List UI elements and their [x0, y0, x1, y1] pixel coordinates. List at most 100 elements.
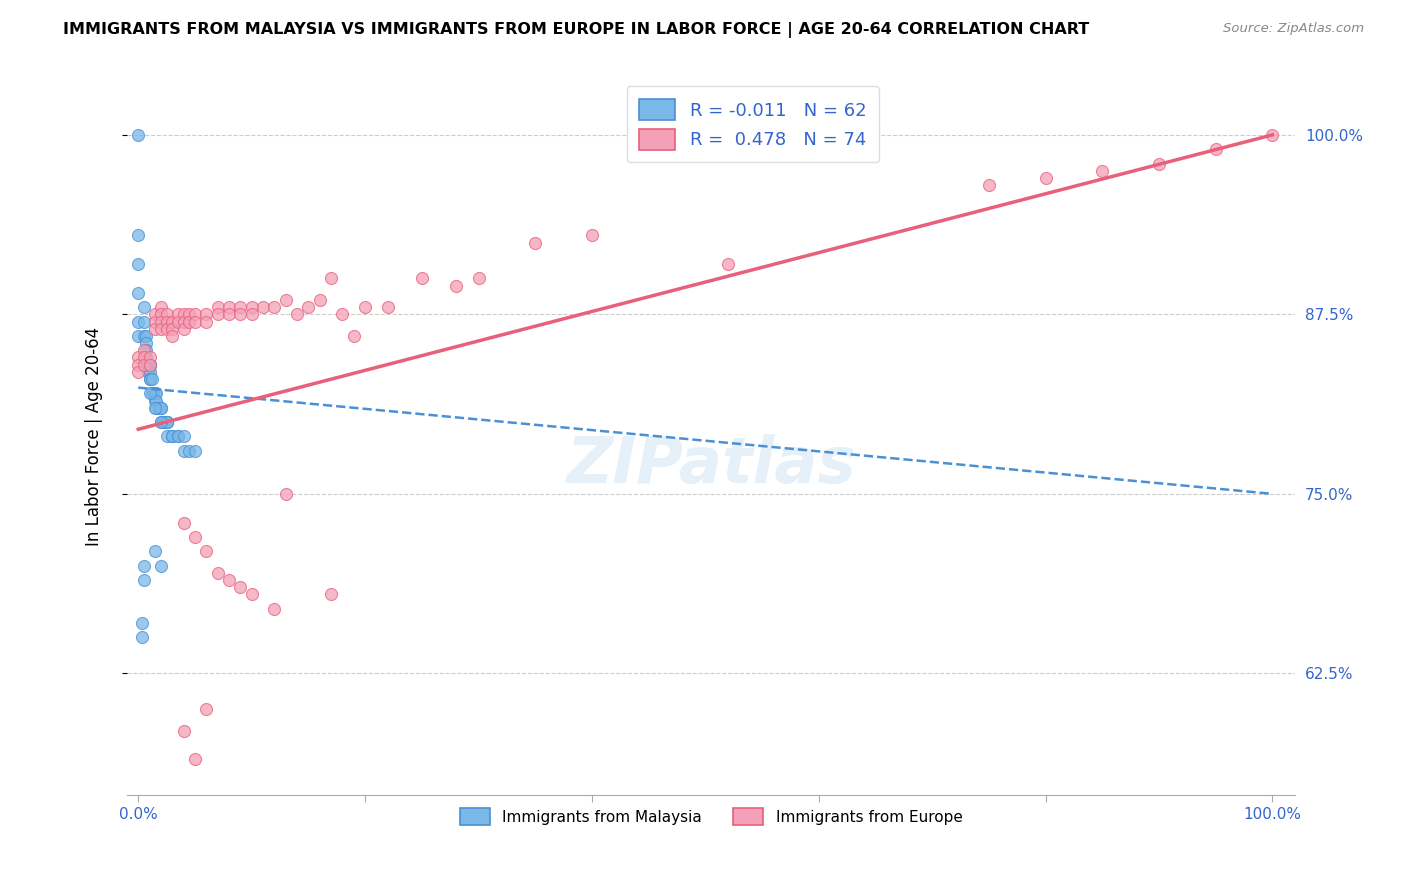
- Point: [143, 544, 166, 558]
- Point: [1035, 170, 1057, 185]
- Point: [179, 314, 201, 328]
- Point: [229, 580, 252, 594]
- Point: [138, 351, 160, 365]
- Point: [218, 300, 240, 314]
- Point: [1091, 163, 1114, 178]
- Point: [136, 358, 159, 372]
- Point: [162, 314, 184, 328]
- Point: [167, 429, 190, 443]
- Point: [411, 271, 433, 285]
- Point: [240, 587, 263, 601]
- Point: [173, 516, 195, 530]
- Point: [1205, 142, 1227, 156]
- Point: [132, 300, 155, 314]
- Point: [132, 314, 155, 328]
- Point: [136, 358, 159, 372]
- Point: [149, 322, 172, 336]
- Point: [143, 307, 166, 321]
- Point: [127, 329, 149, 343]
- Point: [148, 401, 170, 415]
- Point: [274, 293, 297, 307]
- Point: [127, 257, 149, 271]
- Point: [149, 558, 172, 573]
- Point: [149, 300, 172, 314]
- Point: [131, 631, 153, 645]
- Point: [135, 351, 157, 365]
- Point: [143, 401, 166, 415]
- Point: [581, 228, 603, 243]
- Point: [149, 415, 172, 429]
- Point: [138, 358, 160, 372]
- Point: [179, 307, 201, 321]
- Point: [167, 314, 190, 328]
- Point: [155, 307, 177, 321]
- Point: [127, 365, 149, 379]
- Point: [138, 365, 160, 379]
- Point: [207, 307, 229, 321]
- Legend: Immigrants from Malaysia, Immigrants from Europe: Immigrants from Malaysia, Immigrants fro…: [450, 798, 972, 834]
- Point: [173, 429, 195, 443]
- Point: [977, 178, 1000, 193]
- Point: [127, 128, 149, 142]
- Point: [148, 401, 170, 415]
- Point: [149, 314, 172, 328]
- Point: [354, 300, 377, 314]
- Point: [132, 358, 155, 372]
- Point: [184, 307, 207, 321]
- Point: [127, 228, 149, 243]
- Point: [132, 329, 155, 343]
- Point: [162, 429, 184, 443]
- Point: [138, 358, 160, 372]
- Point: [143, 322, 166, 336]
- Point: [155, 415, 177, 429]
- Point: [155, 429, 177, 443]
- Point: [444, 278, 467, 293]
- Point: [524, 235, 547, 250]
- Point: [252, 300, 274, 314]
- Point: [131, 616, 153, 631]
- Point: [195, 314, 218, 328]
- Point: [155, 415, 177, 429]
- Point: [155, 322, 177, 336]
- Point: [127, 351, 149, 365]
- Point: [207, 566, 229, 580]
- Point: [195, 544, 218, 558]
- Point: [184, 530, 207, 544]
- Point: [138, 365, 160, 379]
- Point: [195, 702, 218, 716]
- Point: [149, 401, 172, 415]
- Point: [149, 415, 172, 429]
- Point: [218, 307, 240, 321]
- Point: [207, 300, 229, 314]
- Point: [135, 343, 157, 358]
- Point: [145, 393, 167, 408]
- Point: [143, 386, 166, 401]
- Point: [143, 393, 166, 408]
- Point: [132, 558, 155, 573]
- Point: [155, 415, 177, 429]
- Point: [467, 271, 489, 285]
- Point: [184, 443, 207, 458]
- Point: [162, 329, 184, 343]
- Point: [240, 300, 263, 314]
- Point: [229, 300, 252, 314]
- Point: [141, 372, 163, 386]
- Text: Source: ZipAtlas.com: Source: ZipAtlas.com: [1223, 22, 1364, 36]
- Point: [173, 723, 195, 738]
- Point: [138, 372, 160, 386]
- Point: [343, 329, 366, 343]
- Point: [141, 386, 163, 401]
- Point: [162, 429, 184, 443]
- Point: [143, 314, 166, 328]
- Point: [127, 285, 149, 300]
- Point: [263, 601, 285, 615]
- Text: IMMIGRANTS FROM MALAYSIA VS IMMIGRANTS FROM EUROPE IN LABOR FORCE | AGE 20-64 CO: IMMIGRANTS FROM MALAYSIA VS IMMIGRANTS F…: [63, 22, 1090, 38]
- Point: [308, 293, 330, 307]
- Point: [135, 329, 157, 343]
- Point: [132, 351, 155, 365]
- Point: [138, 386, 160, 401]
- Point: [195, 307, 218, 321]
- Point: [263, 300, 285, 314]
- Text: ZIPatlas: ZIPatlas: [567, 434, 856, 496]
- Y-axis label: In Labor Force | Age 20-64: In Labor Force | Age 20-64: [86, 326, 103, 546]
